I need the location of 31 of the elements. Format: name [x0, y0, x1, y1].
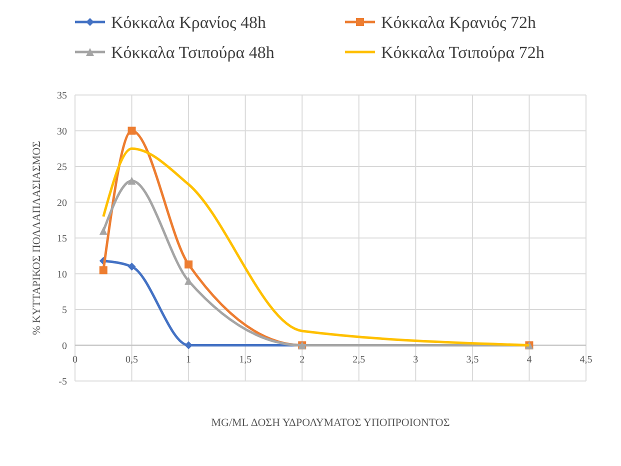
x-tick-label: 1,5 — [239, 354, 252, 366]
x-tick-label: 4,5 — [580, 354, 592, 366]
y-tick-label: 10 — [57, 269, 67, 280]
x-tick-label: 0 — [72, 354, 78, 366]
x-tick-label: 3,5 — [466, 354, 479, 366]
point — [128, 176, 136, 185]
x-tick-label: 2 — [300, 354, 305, 366]
legend-label: Κόκκαλα Κρανίος 48h — [111, 12, 266, 32]
point — [184, 260, 193, 268]
y-tick-label: 15 — [57, 234, 67, 244]
y-axis-title: % ΚΥΤΤΑΡΙΚΟΣ ΠΟΛΛΑΠΛΑΣΙΑΣΜΟΣ — [31, 140, 43, 336]
point — [128, 262, 136, 271]
y-tick-label: -5 — [58, 376, 67, 388]
y-tick-label: 30 — [57, 126, 67, 138]
y-tick-label: 5 — [62, 305, 67, 316]
y-tick-label: 35 — [57, 90, 67, 102]
y-tick-label: 20 — [57, 198, 67, 209]
x-tick-label: 0,5 — [126, 354, 138, 366]
x-tick-label: 4 — [526, 354, 532, 366]
legend-label: Κόκκαλα Τσιπούρα 48h — [111, 42, 275, 62]
x-tick-label: 1 — [186, 354, 192, 366]
y-tick-label: 0 — [62, 340, 67, 352]
legend-label: Κόκκαλα Κρανιός 72h — [381, 12, 536, 32]
legend-label: Κόκκαλα Τσιπούρα 72h — [381, 42, 545, 62]
y-tick-label: 25 — [57, 162, 67, 173]
x-tick-label: 2,5 — [352, 354, 366, 366]
point — [99, 266, 108, 274]
x-axis-title: MG/ML ΔΟΣΗ ΥΔΡΟΛΥΜΑΤΟΣ ΥΠΟΠΡΟΙΟΝΤΟΣ — [211, 417, 450, 429]
point — [99, 226, 108, 235]
point — [128, 126, 136, 135]
x-tick-label: 3 — [413, 354, 418, 366]
